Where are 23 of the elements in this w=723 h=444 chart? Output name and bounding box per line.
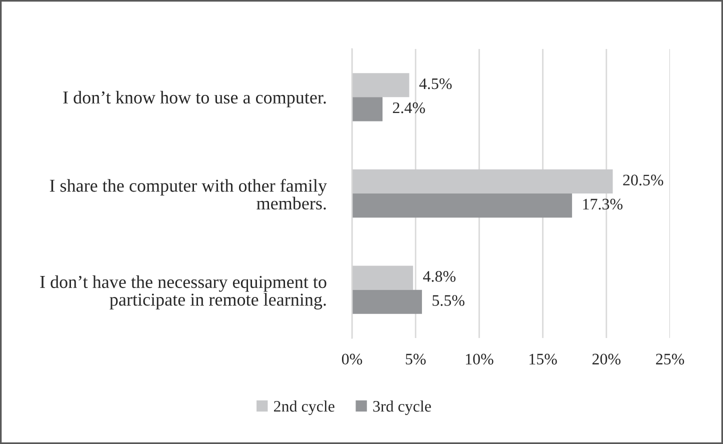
data-label: 4.8%	[423, 271, 456, 282]
data-label: 4.5%	[419, 78, 452, 90]
bar	[352, 97, 383, 122]
y-tick-label: I share the computer with other family members.	[50, 178, 327, 210]
legend-label: 3rd cycle	[373, 400, 431, 415]
bar	[352, 194, 572, 218]
x-tick-label: 5%	[406, 354, 426, 365]
data-label: 5.5%	[432, 295, 464, 306]
bar	[352, 290, 422, 314]
y-tick-label: I don’t know how to use a computer.	[63, 90, 326, 108]
bar	[352, 169, 613, 194]
legend-label: 2nd cycle	[274, 400, 334, 415]
bar	[352, 266, 414, 290]
x-tick-label: 10%	[466, 354, 494, 365]
data-label: 20.5%	[623, 174, 664, 186]
bar	[352, 73, 410, 98]
x-tick-label: 15%	[530, 354, 557, 365]
data-label: 2.4%	[392, 102, 425, 114]
data-label: 17.3%	[583, 198, 622, 210]
x-tick-label: 0%	[342, 354, 362, 365]
x-tick-label: 20%	[592, 354, 620, 365]
x-tick-label: 25%	[656, 354, 684, 365]
y-tick-label: I don’t have the necessary equipment to participate in remote learning.	[40, 275, 326, 310]
